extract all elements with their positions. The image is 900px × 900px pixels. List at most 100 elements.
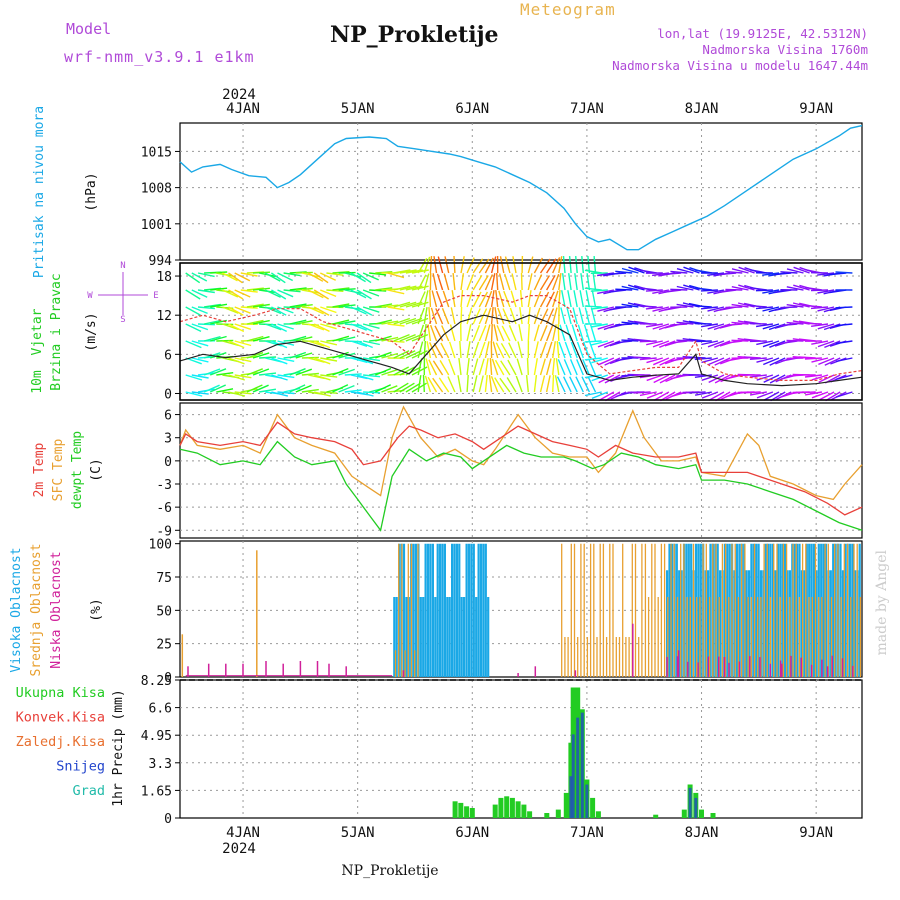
wind-arrow (587, 376, 597, 393)
wind-arrow (246, 384, 263, 393)
y-tick-label: -9 (156, 524, 172, 539)
wind-arrow (234, 272, 251, 282)
wind-arrow (811, 391, 829, 399)
wind-arrow (701, 391, 719, 399)
precip-snow-bar (571, 734, 575, 818)
wind-arrow (301, 388, 319, 393)
wind-arrow (592, 273, 597, 291)
x-tick-label-top: 4JAN (226, 101, 260, 117)
wind-arrow (432, 273, 438, 291)
wind-arrow (283, 289, 301, 293)
wind-arrow (494, 307, 499, 325)
wind-arrow (478, 258, 490, 274)
wind-arrow (653, 357, 670, 366)
wind-arrow (427, 376, 438, 393)
wind-arrow (326, 289, 344, 292)
wind-arrow (676, 339, 694, 342)
wind-arrow (450, 307, 456, 325)
wind-arrow (500, 342, 511, 359)
wind-arrow (289, 287, 307, 291)
wind-arrow (350, 272, 366, 283)
wind-arrow (621, 321, 639, 325)
wind-arrow (519, 307, 523, 325)
wind-arrow (399, 317, 417, 325)
wind-arrow (313, 357, 331, 365)
wind-arrow (545, 341, 553, 359)
wind-arrow (433, 256, 438, 274)
wind-arrow (731, 286, 749, 291)
wind-arrow (700, 306, 718, 310)
wind-arrow (484, 358, 489, 376)
wind-arrow (466, 257, 475, 274)
wind-arrow (587, 256, 591, 274)
wind-arrow (609, 289, 627, 293)
wind-arrow (581, 376, 591, 393)
wind-arrow (270, 272, 286, 284)
wind-arrow (621, 339, 639, 342)
wind-arrow (434, 325, 444, 342)
wind-arrow (197, 306, 215, 310)
wind-arrow (185, 391, 203, 397)
wind-arrow (694, 305, 712, 308)
wind-arrow (332, 384, 349, 393)
wind-arrow (639, 287, 657, 291)
wind-arrow (441, 307, 450, 325)
wind-arrow (533, 307, 541, 325)
temp-dewpt-line (179, 440, 863, 532)
wind-arrow (584, 307, 591, 325)
wind-arrow (437, 256, 444, 274)
wind-arrow (289, 368, 306, 376)
wind-arrow (508, 325, 517, 342)
wind-arrow (362, 340, 380, 346)
wind-arrow (289, 303, 307, 308)
wind-arrow (571, 324, 578, 342)
wind-arrow (295, 320, 313, 325)
wind-arrow (197, 323, 215, 326)
wind-arrow (738, 266, 755, 274)
precip-snow-bar (585, 784, 589, 818)
wind-arrow (423, 307, 428, 325)
wind-arrow (591, 340, 608, 346)
wind-arrow (628, 266, 645, 274)
wind-arrow (332, 319, 350, 325)
wind-arrow (500, 360, 511, 376)
wind-arrow (332, 287, 350, 291)
wind-arrow (271, 374, 288, 381)
wind-arrow (804, 357, 822, 360)
wind-arrow (472, 291, 482, 308)
y-tick-label: 25 (156, 638, 172, 653)
signature: made by Angel (874, 549, 890, 655)
wind-arrow (545, 358, 552, 376)
wind-arrow (428, 307, 432, 325)
wind-arrow (817, 289, 835, 294)
precip-total-bar (521, 804, 527, 818)
wind-arrow (332, 335, 350, 342)
wind-arrow (429, 324, 438, 342)
wind-arrow (320, 323, 337, 330)
wind-arrow (277, 357, 295, 362)
wind-arrow (234, 323, 252, 330)
wind-arrow (533, 290, 542, 308)
y-tick-label: 3 (164, 432, 172, 447)
wind-arrow (558, 289, 561, 308)
wind-arrow (363, 391, 381, 394)
y-tick-label: 1001 (141, 218, 172, 233)
wind-arrow (506, 377, 517, 393)
wind-arrow (591, 357, 608, 364)
wind-arrow (804, 322, 822, 325)
wind-arrow (515, 375, 523, 393)
wind-arrow (271, 289, 287, 300)
wind-arrow (191, 391, 209, 395)
wind-arrow (381, 385, 398, 393)
wind-arrow (573, 290, 578, 308)
wind-arrow (277, 391, 295, 395)
wind-arrow (545, 291, 555, 308)
wind-arrow (701, 357, 719, 364)
wind-arrow (545, 375, 551, 393)
wind-arrow (307, 323, 325, 331)
wind-arrow (425, 358, 432, 376)
wind-arrow (399, 301, 417, 308)
wind-arrow (399, 350, 416, 359)
wind-arrow (277, 272, 294, 282)
wind-arrow (210, 335, 227, 342)
